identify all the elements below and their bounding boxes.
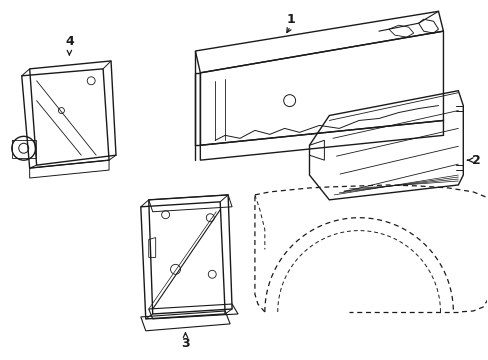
Text: 3: 3 [181,337,189,350]
Text: 1: 1 [285,13,294,26]
Text: 4: 4 [65,35,74,48]
Text: 2: 2 [471,154,480,167]
